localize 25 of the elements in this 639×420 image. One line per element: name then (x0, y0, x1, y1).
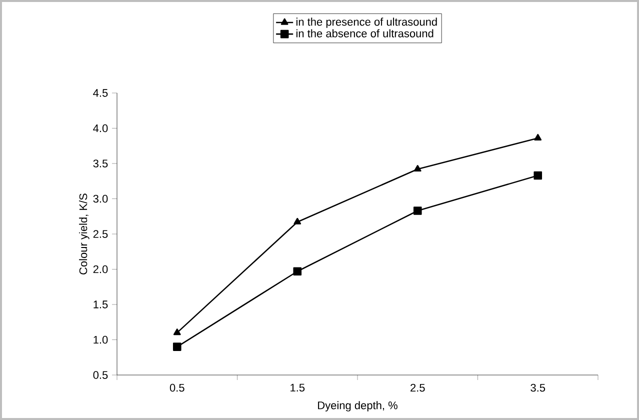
y-tick-label: 4.5 (93, 89, 108, 97)
point (534, 134, 542, 141)
point (173, 328, 181, 336)
y-tick-label: 3.5 (93, 160, 108, 168)
point (172, 342, 182, 351)
y-axis-title: Colour yield, K/S (79, 194, 90, 274)
point (534, 171, 542, 180)
y-tick-label: 1.0 (94, 336, 108, 344)
y-tick-label: 0.5 (93, 371, 108, 379)
x-tick-label: 1.5 (290, 384, 305, 392)
y-tick-label: 2.5 (93, 230, 108, 238)
y-tick-label: 2.0 (93, 265, 108, 274)
point (413, 206, 422, 215)
legend-label: in the absence of ultrasound (296, 29, 434, 38)
y-tick-label: 1.5 (94, 300, 108, 308)
y-tick-label: 3.0 (93, 194, 108, 203)
x-tick-label: 3.5 (530, 384, 546, 392)
x-tick-label: 2.5 (410, 384, 425, 392)
point (294, 218, 302, 224)
point (414, 164, 422, 172)
point (293, 267, 302, 276)
x-tick-label: 0.5 (170, 384, 184, 392)
y-tick-label: 4.0 (93, 124, 108, 132)
legend-label: in the presence of ultrasound (296, 18, 437, 28)
x-axis-title: Dyeing depth, % (318, 401, 398, 412)
